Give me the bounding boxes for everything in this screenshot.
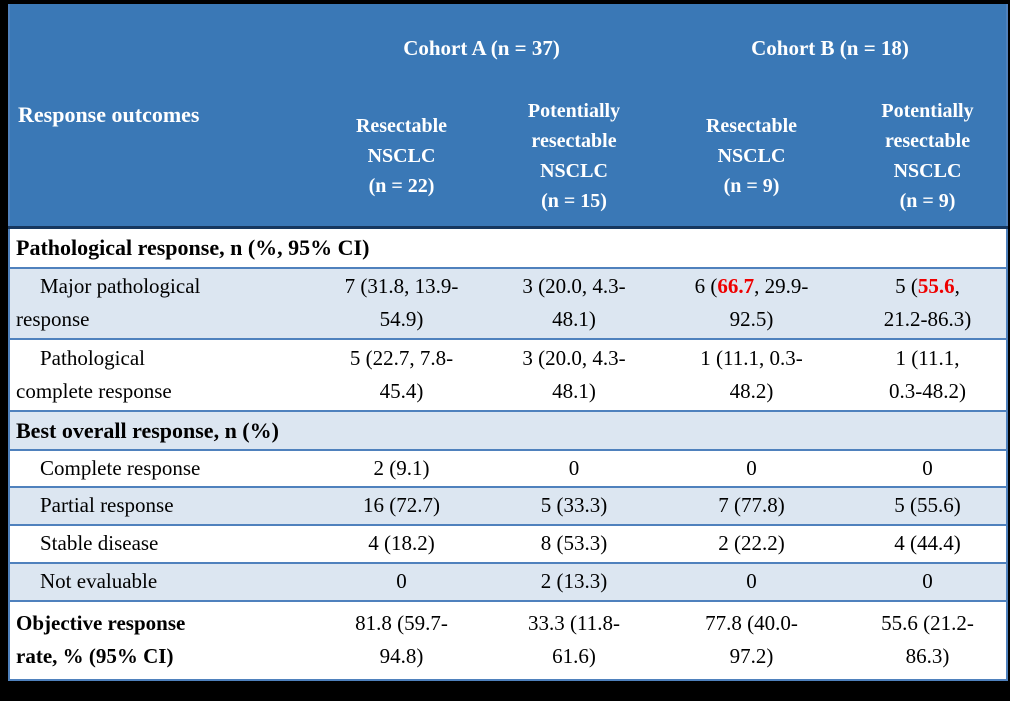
table-frame: Response outcomes Cohort A (n = 37) Coho… — [8, 4, 1009, 681]
value-segment: 3 (20.0, 4.3- 48.1) — [522, 345, 626, 403]
value-segment: 5 (55.6) — [894, 493, 961, 517]
data-cell: 3 (20.0, 4.3- 48.1) — [494, 338, 655, 412]
row-label: Pathological complete response — [9, 338, 309, 412]
group-header-cohort-a: Cohort A (n = 37) — [309, 4, 655, 86]
highlighted-value: 66.7 — [717, 274, 755, 298]
value-segment: 2 (13.3) — [540, 569, 608, 593]
data-cell: 8 (53.3) — [494, 524, 655, 564]
section-row-pathological-response: Pathological response, n (%, 95% CI) — [9, 227, 1008, 269]
value-segment: 0 — [746, 455, 757, 480]
data-cell: 0 — [849, 449, 1008, 488]
value-segment: 8 (53.3) — [540, 531, 608, 555]
data-cell: 0 — [309, 562, 494, 602]
row-label: Not evaluable — [9, 562, 309, 602]
column-header-resectable-nsclc-a: Resectable NSCLC (n = 22) — [309, 86, 494, 228]
group-header-cohort-b: Cohort B (n = 18) — [654, 4, 1008, 86]
data-cell: 5 (55.6) — [849, 486, 1008, 526]
value-segment: 81.8 (59.7- 94.8) — [355, 611, 448, 668]
value-segment: 3 (20.0, 4.3- 48.1) — [522, 274, 626, 331]
value-segment: 4 (18.2) — [368, 531, 435, 555]
table-row-not-evaluable: Not evaluable 0 2 (13.3) 0 0 — [9, 562, 1008, 602]
data-cell: 0 — [849, 562, 1008, 602]
value-segment: 6 ( — [694, 274, 718, 298]
data-cell: 33.3 (11.8- 61.6) — [494, 600, 655, 681]
column-header-resectable-nsclc-b: Resectable NSCLC (n = 9) — [654, 86, 850, 228]
value-segment: , 29.9- 92.5) — [729, 274, 809, 331]
table-row-stable-disease: Stable disease 4 (18.2) 8 (53.3) 2 (22.2… — [9, 524, 1008, 564]
value-segment: 33.3 (11.8- 61.6) — [528, 611, 620, 668]
column-header-response-outcomes: Response outcomes — [9, 4, 309, 228]
data-cell: 5 (22.7, 7.8- 45.4) — [309, 338, 494, 412]
highlighted-value: 55.6 — [917, 274, 955, 298]
row-label: Stable disease — [9, 524, 309, 564]
value-segment: 1 (11.1, 0.3-48.2) — [889, 345, 967, 403]
value-segment: 5 ( — [895, 274, 918, 298]
value-segment: 55.6 (21.2- 86.3) — [881, 611, 974, 668]
value-segment: 7 (77.8) — [718, 493, 785, 517]
value-segment: 0 — [922, 569, 933, 593]
section-label: Pathological response, n (%, 95% CI) — [9, 227, 1008, 269]
value-segment: 5 (22.7, 7.8- 45.4) — [349, 345, 454, 403]
data-cell: 5 (33.3) — [494, 486, 655, 526]
response-outcomes-table: Response outcomes Cohort A (n = 37) Coho… — [8, 4, 1009, 681]
value-segment: 4 (44.4) — [894, 531, 961, 555]
table-row-partial-response: Partial response 16 (72.7) 5 (33.3) 7 (7… — [9, 486, 1008, 526]
value-segment: 0 — [396, 569, 407, 593]
data-cell: 2 (9.1) — [309, 449, 494, 488]
data-cell: 1 (11.1, 0.3-48.2) — [849, 338, 1008, 412]
data-cell: 16 (72.7) — [309, 486, 494, 526]
data-cell: 77.8 (40.0- 97.2) — [654, 600, 850, 681]
table-header: Response outcomes Cohort A (n = 37) Coho… — [9, 4, 1008, 228]
data-cell: 4 (44.4) — [849, 524, 1008, 564]
data-cell: 0 — [654, 449, 850, 488]
table-row-pathological-complete-response: Pathological complete response 5 (22.7, … — [9, 338, 1008, 412]
value-segment: 0 — [922, 455, 933, 480]
data-cell: 2 (22.2) — [654, 524, 850, 564]
data-cell: 3 (20.0, 4.3- 48.1) — [494, 267, 655, 340]
data-cell: 7 (77.8) — [654, 486, 850, 526]
value-segment: 5 (33.3) — [540, 493, 608, 517]
table-body: Pathological response, n (%, 95% CI) Maj… — [9, 227, 1008, 681]
row-label: Objective response rate, % (95% CI) — [9, 600, 309, 681]
data-cell: 5 (55.6, 21.2-86.3) — [849, 267, 1008, 340]
row-label: Major pathological response — [9, 267, 309, 340]
value-segment: 7 (31.8, 13.9- 54.9) — [344, 274, 459, 331]
value-segment: 1 (11.1, 0.3- 48.2) — [700, 345, 803, 403]
data-cell: 81.8 (59.7- 94.8) — [309, 600, 494, 681]
data-cell: 2 (13.3) — [494, 562, 655, 602]
data-cell: 0 — [494, 449, 655, 488]
value-segment: , 21.2-86.3) — [883, 274, 972, 331]
value-segment: 16 (72.7) — [363, 493, 440, 517]
data-cell: 1 (11.1, 0.3- 48.2) — [654, 338, 850, 412]
data-cell: 6 (66.7, 29.9- 92.5) — [654, 267, 850, 340]
data-cell: 7 (31.8, 13.9- 54.9) — [309, 267, 494, 340]
table-row-major-pathological-response: Major pathological response 7 (31.8, 13.… — [9, 267, 1008, 340]
row-label: Complete response — [9, 449, 309, 488]
data-cell: 4 (18.2) — [309, 524, 494, 564]
column-header-potentially-resectable-nsclc-a: Potentially resectable NSCLC (n = 15) — [494, 86, 655, 228]
section-label: Best overall response, n (%) — [9, 410, 1008, 451]
data-cell: 0 — [654, 562, 850, 602]
row-label: Partial response — [9, 486, 309, 526]
data-cell: 55.6 (21.2- 86.3) — [849, 600, 1008, 681]
table-row-complete-response: Complete response 2 (9.1) 0 0 0 — [9, 449, 1008, 488]
value-segment: 0 — [568, 455, 580, 480]
table-row-objective-response-rate: Objective response rate, % (95% CI) 81.8… — [9, 600, 1008, 681]
value-segment: 2 (9.1) — [373, 455, 430, 480]
value-segment: 0 — [746, 569, 757, 593]
value-segment: 77.8 (40.0- 97.2) — [705, 611, 798, 668]
value-segment: 2 (22.2) — [718, 531, 785, 555]
column-header-potentially-resectable-nsclc-b: Potentially resectable NSCLC (n = 9) — [849, 86, 1008, 228]
section-row-best-overall-response: Best overall response, n (%) — [9, 410, 1008, 451]
